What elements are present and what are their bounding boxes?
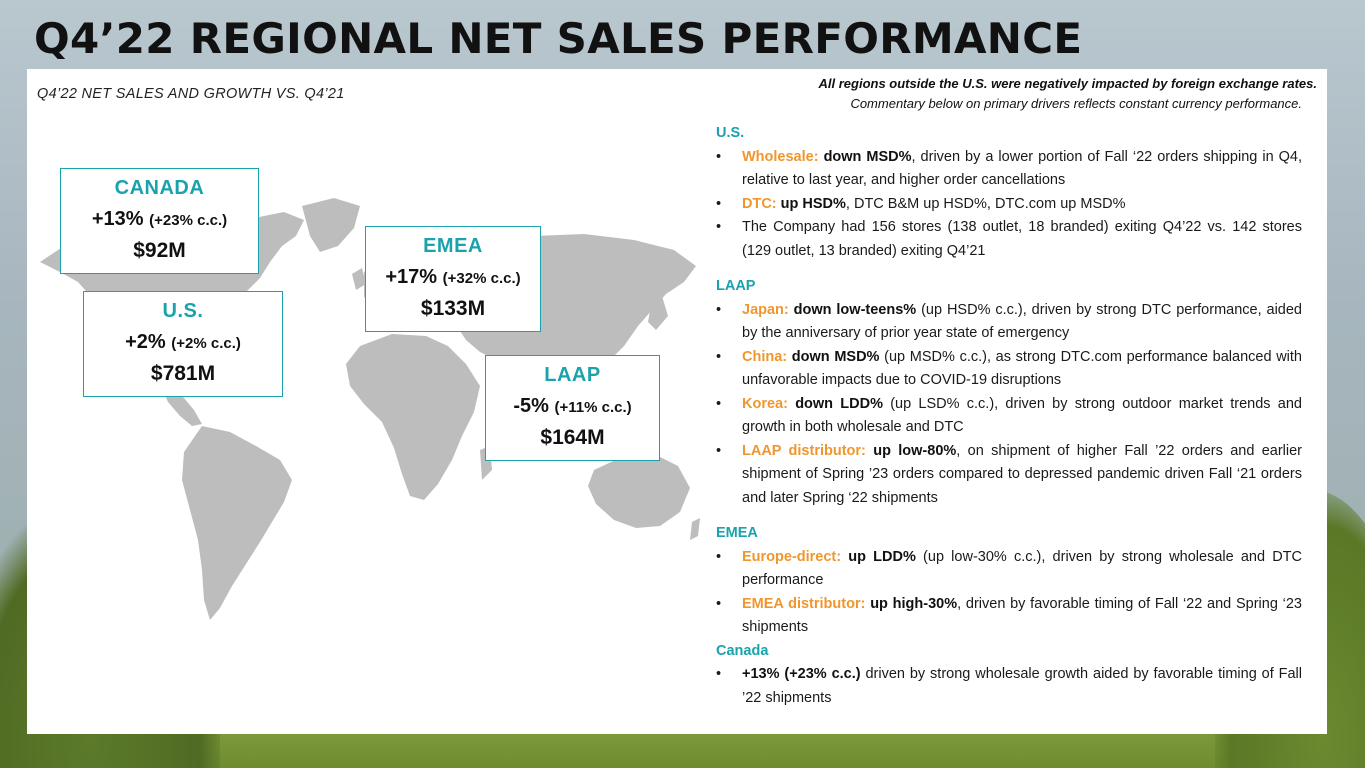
canada-bullet-list: +13% (+23% c.c.) driven by strong wholes… [716, 663, 1302, 710]
fx-note: All regions outside the U.S. were negati… [818, 76, 1317, 91]
region-growth: +13% (+23% c.c.) [91, 208, 228, 230]
constant-currency-note: Commentary below on primary drivers refl… [850, 96, 1302, 111]
laap-bullet-list: Japan: down low-teens% (up HSD% c.c.), d… [716, 299, 1302, 511]
region-sales: $164M [540, 426, 605, 449]
list-item: Korea: down LDD% (up LSD% c.c.), driven … [716, 393, 1302, 440]
commentary: U.S. Wholesale: down MSD%, driven by a l… [716, 122, 1302, 710]
list-item: EMEA distributor: up high-30%, driven by… [716, 593, 1302, 640]
list-item: The Company had 156 stores (138 outlet, … [716, 216, 1302, 263]
map-australia [588, 454, 690, 528]
emea-bullet-list: Europe-direct: up LDD% (up low-30% c.c.)… [716, 546, 1302, 640]
map-new-zealand [690, 518, 700, 540]
map-japan [648, 296, 668, 330]
region-name: U.S. [162, 300, 204, 322]
region-sales: $92M [133, 239, 186, 262]
page-title: Q4’22 REGIONAL NET SALES PERFORMANCE [34, 14, 1083, 63]
region-box-us: U.S. +2% (+2% c.c.) $781M [83, 291, 283, 397]
section-heading-laap: LAAP [716, 278, 756, 294]
section-heading-canada: Canada [716, 642, 769, 659]
list-item: LAAP distributor: up low-80%, on shipmen… [716, 440, 1302, 511]
region-name: EMEA [423, 235, 483, 257]
map-africa [346, 334, 480, 500]
map-greenland [302, 198, 360, 252]
region-growth: +2% (+2% c.c.) [125, 331, 241, 353]
map-south-america [182, 426, 292, 620]
map-uk [352, 268, 366, 290]
region-box-emea: EMEA +17% (+32% c.c.) $133M [365, 226, 541, 332]
list-item: Japan: down low-teens% (up HSD% c.c.), d… [716, 299, 1302, 346]
region-sales: $133M [420, 297, 486, 320]
list-item: DTC: up HSD%, DTC B&M up HSD%, DTC.com u… [716, 193, 1302, 217]
section-heading-emea: EMEA [716, 525, 758, 541]
us-bullet-list: Wholesale: down MSD%, driven by a lower … [716, 146, 1302, 264]
section-heading-us: U.S. [716, 125, 745, 141]
region-box-laap: LAAP -5% (+11% c.c.) $164M [485, 355, 660, 461]
region-name: CANADA [114, 177, 205, 199]
region-growth: -5% (+11% c.c.) [513, 395, 632, 417]
chart-subtitle: Q4’22 NET SALES AND GROWTH VS. Q4’21 [37, 86, 345, 102]
region-growth: +17% (+32% c.c.) [385, 266, 521, 288]
list-item: Europe-direct: up LDD% (up low-30% c.c.)… [716, 546, 1302, 593]
list-item: +13% (+23% c.c.) driven by strong wholes… [716, 663, 1302, 710]
region-name: LAAP [544, 364, 601, 386]
region-box-canada: CANADA +13% (+23% c.c.) $92M [60, 168, 259, 274]
list-item: China: down MSD% (up MSD% c.c.), as stro… [716, 346, 1302, 393]
list-item: Wholesale: down MSD%, driven by a lower … [716, 146, 1302, 193]
region-sales: $781M [150, 362, 216, 385]
